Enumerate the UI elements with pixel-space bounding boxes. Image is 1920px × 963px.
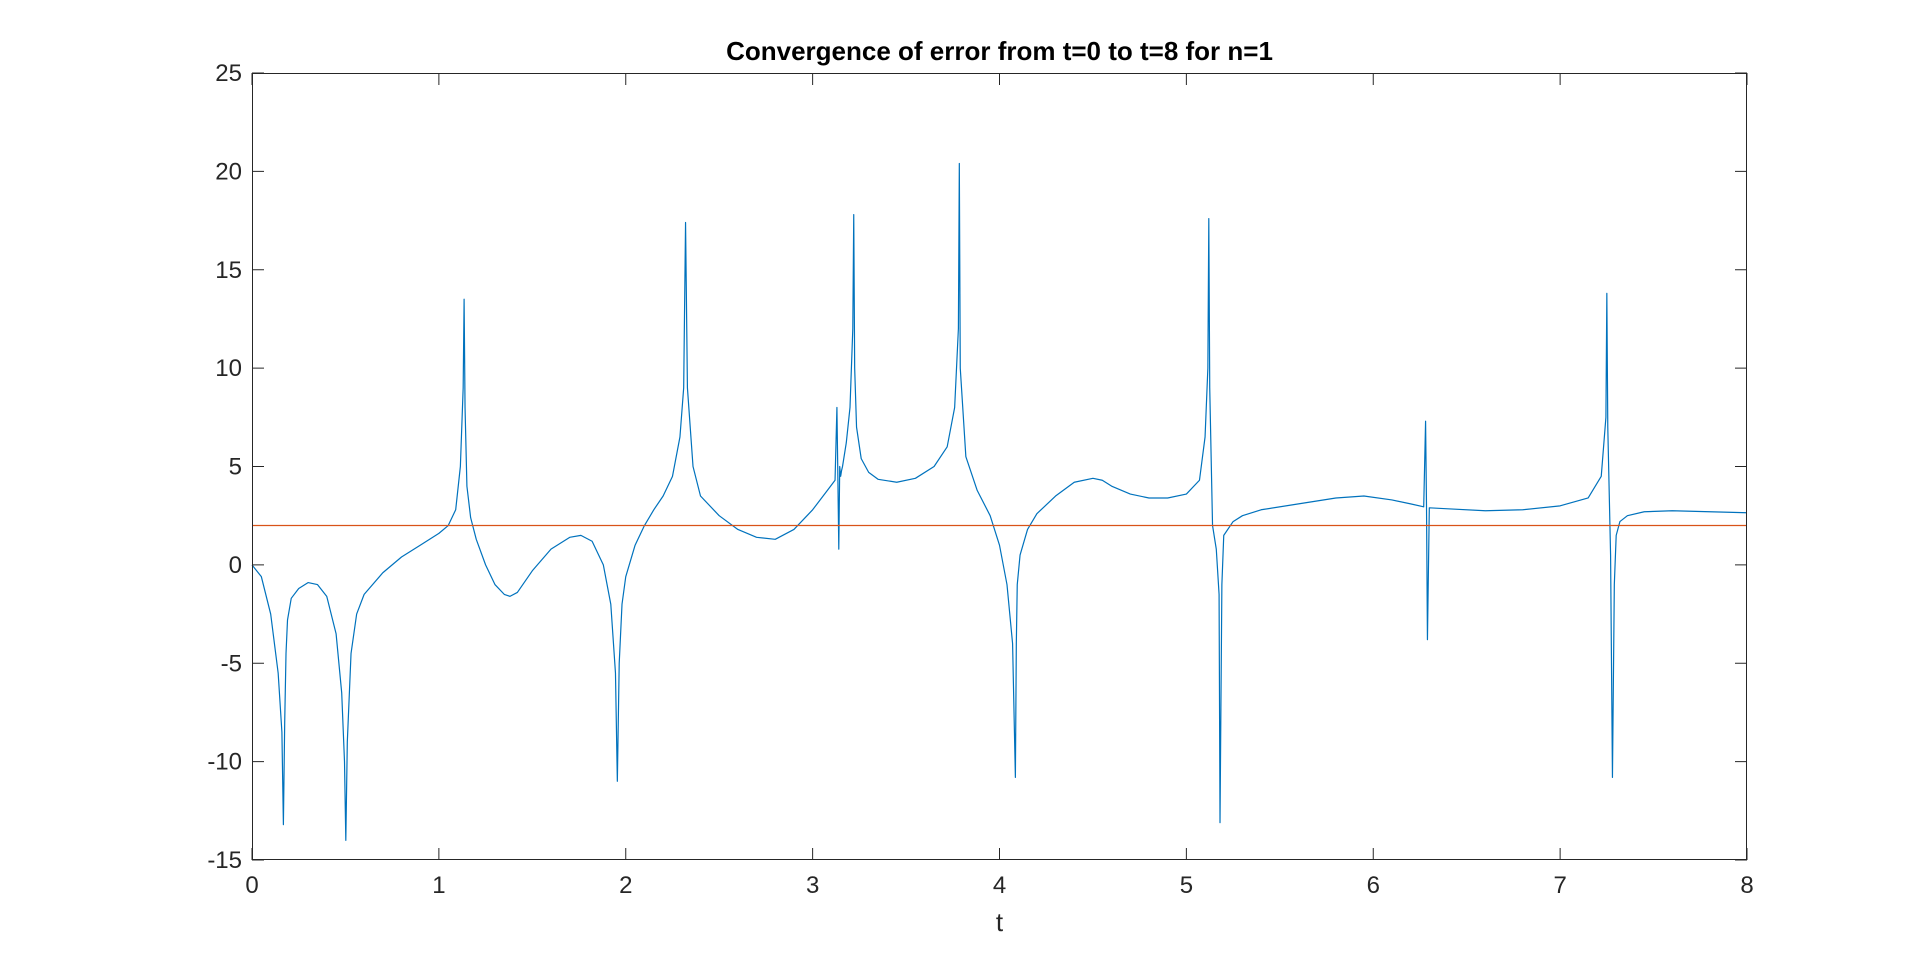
- y-tick-label: -5: [221, 650, 242, 677]
- x-tick-label: 5: [1180, 872, 1193, 899]
- y-tick-label: 20: [215, 158, 242, 185]
- x-tick-label: 7: [1553, 872, 1566, 899]
- x-axis-label: t: [996, 907, 1004, 937]
- x-tick-label: 8: [1740, 872, 1753, 899]
- x-tick-label: 1: [432, 872, 445, 899]
- x-tick-label: 6: [1367, 872, 1380, 899]
- axes-background: [252, 73, 1747, 860]
- x-tick-label: 0: [245, 872, 258, 899]
- chart-title: Convergence of error from t=0 to t=8 for…: [726, 36, 1273, 66]
- y-tick-label: 25: [215, 60, 242, 87]
- y-tick-label: -15: [207, 847, 242, 874]
- y-tick-label: 0: [229, 552, 242, 579]
- tick-labels-layer: 0 1 2 3 4 5 6 7 8 -15 -10 -5 0 5 10 15 20 25: [207, 60, 1753, 899]
- axes-box: [252, 73, 1747, 860]
- x-tick-label: 4: [993, 872, 1006, 899]
- y-tick-label: 10: [215, 355, 242, 382]
- series-layer: [251, 162, 1748, 841]
- y-tick-label: -10: [207, 749, 242, 776]
- error-series-line: [251, 162, 1748, 841]
- x-tick-label: 3: [806, 872, 819, 899]
- y-tick-label: 5: [229, 454, 242, 481]
- x-tick-label: 2: [619, 872, 632, 899]
- y-tick-label: 15: [215, 257, 242, 284]
